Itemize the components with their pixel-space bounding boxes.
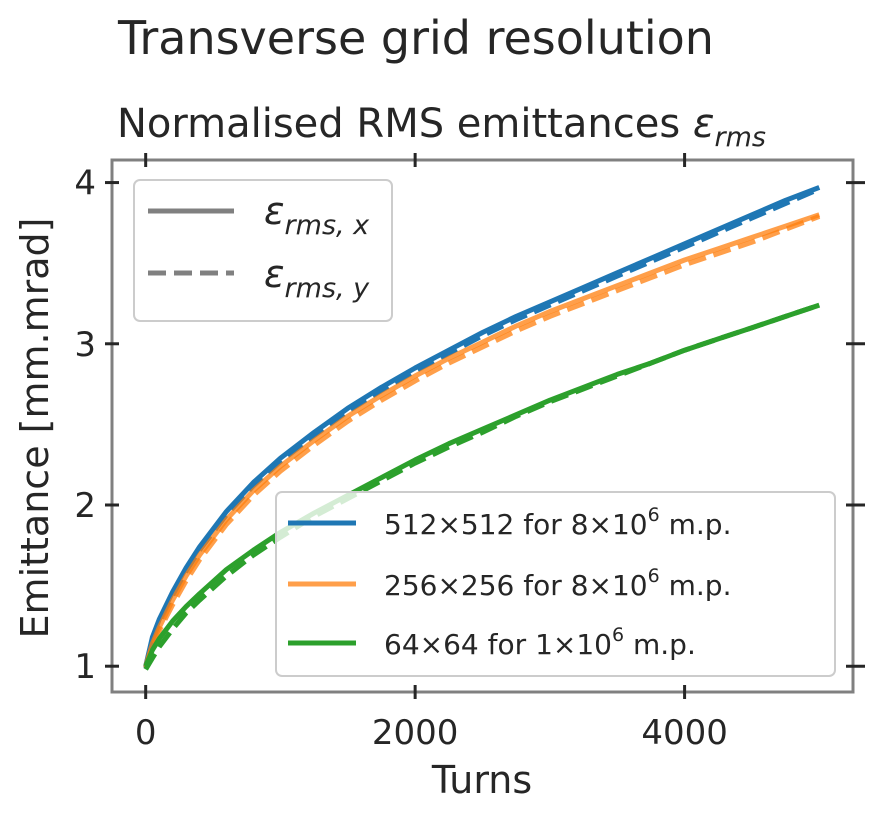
series-layer — [143, 185, 821, 671]
legend-64-b: 64 — [443, 628, 479, 661]
legend-subscript-x: rms, x — [285, 210, 371, 241]
x-axis-label: Turns — [431, 758, 532, 802]
legend-for-word: for — [479, 628, 535, 661]
legend-symbol-y: ε — [264, 252, 285, 296]
legend-512-b: 512 — [461, 508, 514, 541]
legend-64-e: 6 — [612, 624, 624, 646]
ticks-layer: 0 2000 4000 1 2 3 4 — [74, 153, 865, 753]
legend-256-tail: m.p. — [660, 569, 732, 602]
legend-256-c: 8 — [571, 569, 589, 602]
figure-suptitle: Transverse grid resolution — [117, 11, 714, 65]
times-symbol: × — [420, 628, 443, 661]
legend-label-512: 512×512 for 8×106 m.p. — [384, 504, 731, 541]
times-symbol: × — [553, 628, 576, 661]
legend-64-d: 10 — [576, 628, 612, 661]
y-tick-label: 3 — [74, 325, 96, 365]
legend-256-b: 256 — [461, 569, 514, 602]
series-line-1-emittance-y — [143, 214, 821, 669]
times-symbol: × — [437, 508, 460, 541]
legend-label-emittance-x: εrms, x — [264, 189, 370, 241]
legend-64-c: 1 — [535, 628, 553, 661]
legend-64-tail: m.p. — [624, 628, 696, 661]
y-tick-label: 2 — [74, 486, 96, 526]
series-legend-box — [275, 491, 836, 677]
legend-64-a: 64 — [384, 628, 420, 661]
linestyle-legend-box — [133, 179, 393, 322]
chart-title-text: Normalised RMS emittances — [117, 101, 693, 147]
legend-256-e: 6 — [648, 565, 660, 587]
legend-symbol-x: ε — [264, 189, 285, 233]
legend-512-a: 512 — [384, 508, 437, 541]
legend-label-64: 64×64 for 1×106 m.p. — [384, 624, 696, 661]
legend-256-d: 10 — [612, 569, 648, 602]
times-symbol: × — [589, 569, 612, 602]
chart-title-symbol: ε — [693, 101, 715, 147]
linestyle-legend: εrms, x εrms, y — [133, 179, 393, 322]
legend-label-256: 256×256 for 8×106 m.p. — [384, 565, 731, 602]
times-symbol: × — [589, 508, 612, 541]
chart-title: Normalised RMS emittances εrms — [117, 101, 766, 153]
series-line-2-emittance-y — [143, 302, 821, 671]
legend-subscript-y: rms, y — [285, 273, 371, 304]
legend-512-c: 8 — [571, 508, 589, 541]
chart-title-subscript: rms — [715, 122, 766, 153]
axes-frame — [110, 158, 855, 694]
y-tick-label: 4 — [74, 164, 96, 204]
series-line-0-emittance-y — [143, 186, 821, 669]
y-axis-label: Emittance [mm.mrad] — [13, 218, 57, 639]
legend-512-tail: m.p. — [660, 508, 732, 541]
legend-label-emittance-y: εrms, y — [264, 252, 370, 304]
x-tick-label: 2000 — [372, 713, 459, 753]
legend-512-e: 6 — [648, 504, 660, 526]
y-tick-label: 1 — [74, 647, 96, 687]
legend-for-word: for — [514, 508, 570, 541]
x-tick-label: 4000 — [641, 713, 728, 753]
legend-512-d: 10 — [612, 508, 648, 541]
legend-for-word: for — [514, 569, 570, 602]
legend-256-a: 256 — [384, 569, 437, 602]
series-line-1-emittance-x — [143, 212, 821, 667]
times-symbol: × — [437, 569, 460, 602]
series-legend: 512×512 for 8×106 m.p. 256×256 for 8×106… — [275, 491, 836, 677]
x-tick-label: 0 — [135, 713, 157, 753]
